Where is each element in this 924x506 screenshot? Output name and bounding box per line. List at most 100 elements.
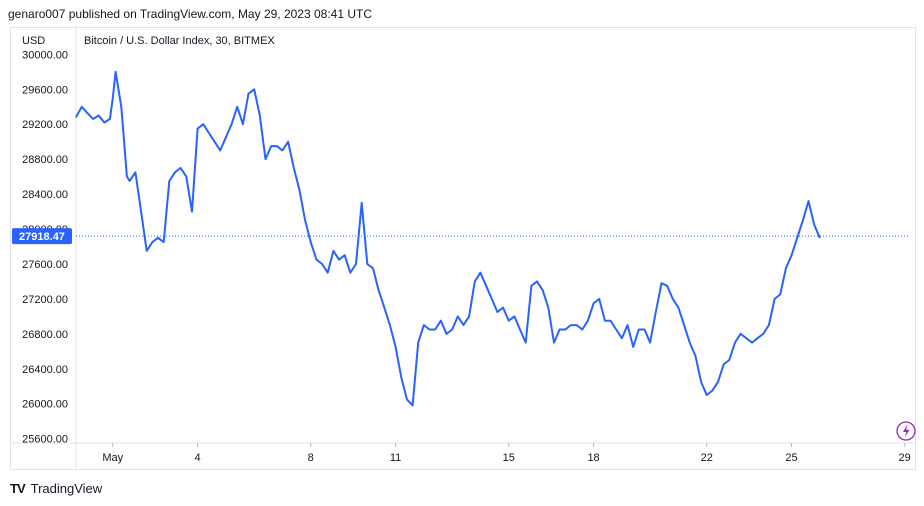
price-point — [378, 289, 380, 291]
price-point — [321, 263, 323, 265]
price-point — [762, 333, 764, 335]
price-point — [677, 307, 680, 309]
price-point — [598, 298, 600, 300]
price-point — [163, 241, 165, 243]
price-point — [564, 328, 566, 331]
x-tick-label: 15 — [503, 452, 515, 464]
price-point — [796, 237, 798, 239]
x-tick-label: 22 — [701, 452, 713, 464]
price-point — [361, 202, 363, 204]
y-tick-label: 28800.00 — [22, 154, 68, 166]
price-point — [225, 136, 227, 138]
price-point — [513, 315, 515, 317]
price-point — [126, 176, 128, 178]
price-point — [287, 141, 289, 143]
y-tick-label: 29200.00 — [22, 119, 68, 131]
price-point — [638, 328, 640, 331]
price-point — [474, 280, 476, 283]
price-point — [649, 341, 651, 344]
footer-brand[interactable]: TradingView — [30, 481, 103, 496]
last-price-badge — [12, 228, 72, 245]
price-point — [790, 254, 793, 256]
price-point — [372, 267, 374, 269]
x-tick-label: 29 — [899, 452, 911, 464]
price-point — [98, 114, 100, 117]
price-point — [434, 328, 436, 331]
published-header: genaro007 published on TradingView.com, … — [8, 7, 373, 21]
currency-label: USD — [22, 35, 45, 47]
price-point — [174, 171, 176, 173]
price-point — [140, 210, 142, 213]
y-tick-label: 26800.00 — [22, 329, 68, 341]
y-tick-label: 28400.00 — [22, 189, 68, 201]
price-point — [366, 263, 368, 265]
price-point — [247, 93, 250, 95]
price-point — [310, 241, 312, 243]
price-point — [389, 324, 391, 326]
price-point — [689, 341, 691, 344]
price-point — [700, 381, 702, 383]
price-point — [445, 333, 448, 335]
price-point — [621, 337, 623, 339]
price-point — [134, 171, 136, 173]
price-point — [576, 324, 578, 326]
price-point — [802, 219, 804, 221]
price-point — [423, 324, 425, 326]
price-point — [349, 272, 351, 274]
price-point — [508, 320, 510, 322]
price-point — [293, 167, 295, 169]
price-point — [491, 298, 493, 300]
price-point — [655, 311, 657, 313]
y-tick-label: 27200.00 — [22, 294, 68, 306]
y-tick-label: 26400.00 — [22, 364, 68, 376]
price-point — [315, 259, 318, 261]
chart-frame[interactable] — [10, 27, 916, 470]
price-point — [536, 280, 538, 283]
price-point — [632, 346, 634, 348]
price-point — [264, 158, 267, 160]
price-point — [81, 106, 83, 108]
price-point — [208, 132, 210, 134]
price-point — [451, 328, 453, 331]
price-point — [547, 307, 549, 309]
price-point — [740, 333, 742, 335]
price-point — [281, 149, 284, 152]
price-point — [479, 272, 482, 274]
price-point — [146, 250, 148, 252]
price-point — [304, 219, 306, 221]
price-point — [180, 167, 182, 169]
price-point — [428, 328, 431, 331]
price-point — [525, 341, 527, 344]
lightning-bolt-icon — [903, 424, 910, 438]
price-point — [711, 390, 713, 392]
price-point — [230, 123, 233, 125]
price-point — [114, 71, 117, 73]
y-tick-label: 27600.00 — [22, 259, 68, 271]
price-point — [768, 324, 770, 326]
price-series-line[interactable] — [75, 70, 821, 407]
x-tick-label: 11 — [390, 452, 401, 464]
price-point — [496, 311, 499, 313]
price-point — [457, 315, 459, 317]
price-point — [219, 149, 221, 152]
price-point — [355, 263, 357, 265]
price-point — [157, 237, 159, 239]
price-point — [672, 298, 674, 300]
price-point — [202, 123, 204, 125]
price-point — [757, 337, 759, 339]
price-point — [587, 320, 589, 322]
price-point — [75, 116, 77, 118]
price-point — [694, 355, 696, 357]
price-point — [502, 307, 504, 309]
chart-title: Bitcoin / U.S. Dollar Index, 30, BITMEX — [84, 35, 275, 47]
price-point — [383, 307, 385, 309]
price-point — [570, 324, 572, 326]
price-point — [773, 298, 776, 300]
x-tick-label: May — [102, 452, 123, 464]
price-point — [168, 180, 170, 182]
price-point — [103, 121, 105, 124]
price-point — [440, 320, 442, 322]
price-point — [109, 118, 111, 120]
price-point — [197, 128, 199, 130]
